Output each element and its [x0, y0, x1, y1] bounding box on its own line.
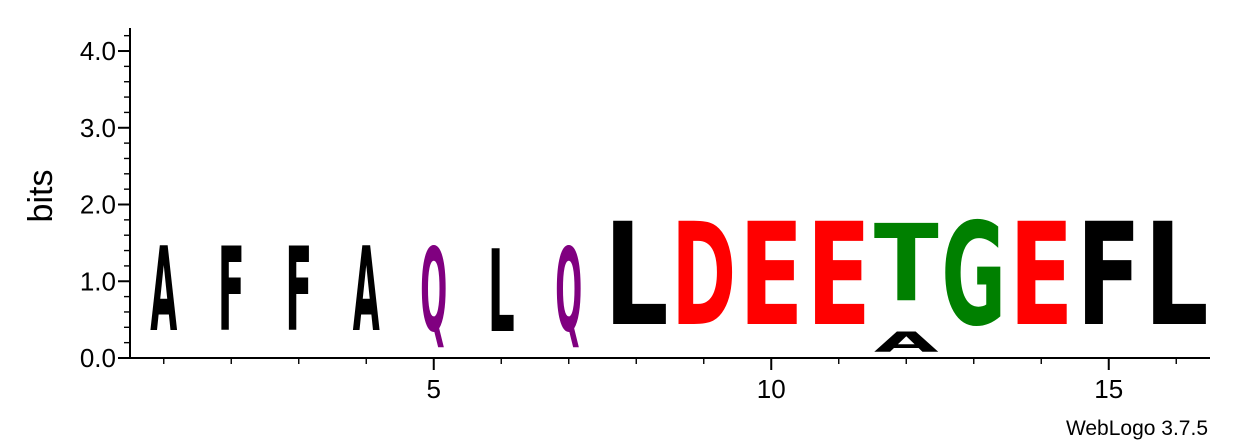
y-tick-label: 0.0: [80, 343, 116, 373]
x-tick-label: 5: [427, 374, 441, 404]
logo-letter-F-pos-2: F: [218, 224, 245, 358]
logo-letter-D-pos-9: D: [671, 193, 736, 358]
logo-letter-E-pos-11: E: [806, 194, 871, 359]
y-tick-label: 1.0: [80, 266, 116, 296]
logo-letter-L-pos-8: L: [604, 194, 669, 358]
logo-letter-stacks: A F F A Q L Q L D E E AT G E F L: [150, 193, 1208, 359]
axes: 0.0 1.0 2.0 3.0 4.0 5 10 15: [80, 28, 1210, 404]
logo-letter-A-pos-1: A: [150, 223, 177, 358]
logo-letter-F-pos-3: F: [285, 224, 312, 358]
x-tick-label: 15: [1094, 374, 1123, 404]
logo-letter-A-pos-12: A: [874, 326, 939, 358]
y-tick-label: 3.0: [80, 113, 116, 143]
logo-letter-E-pos-10: E: [739, 194, 804, 359]
logo-letter-A-pos-4: A: [353, 223, 380, 358]
logo-letter-L-pos-16: L: [1144, 194, 1209, 358]
logo-letter-G-pos-13: G: [941, 194, 1006, 358]
logo-letter-L-pos-6: L: [488, 227, 515, 358]
logo-letter-Q-pos-5: Q: [420, 224, 447, 358]
y-tick-label: 4.0: [80, 36, 116, 66]
logo-letter-Q-pos-7: Q: [555, 224, 582, 358]
logo-letter-E-pos-14: E: [1009, 194, 1074, 359]
y-tick-label: 2.0: [80, 190, 116, 220]
weblogo-credit: WebLogo 3.7.5: [1066, 417, 1208, 440]
x-tick-label: 10: [757, 374, 786, 404]
logo-letter-F-pos-15: F: [1076, 194, 1141, 359]
logo-letter-T-pos-12: T: [874, 201, 939, 325]
y-axis-label: bits: [22, 170, 60, 223]
